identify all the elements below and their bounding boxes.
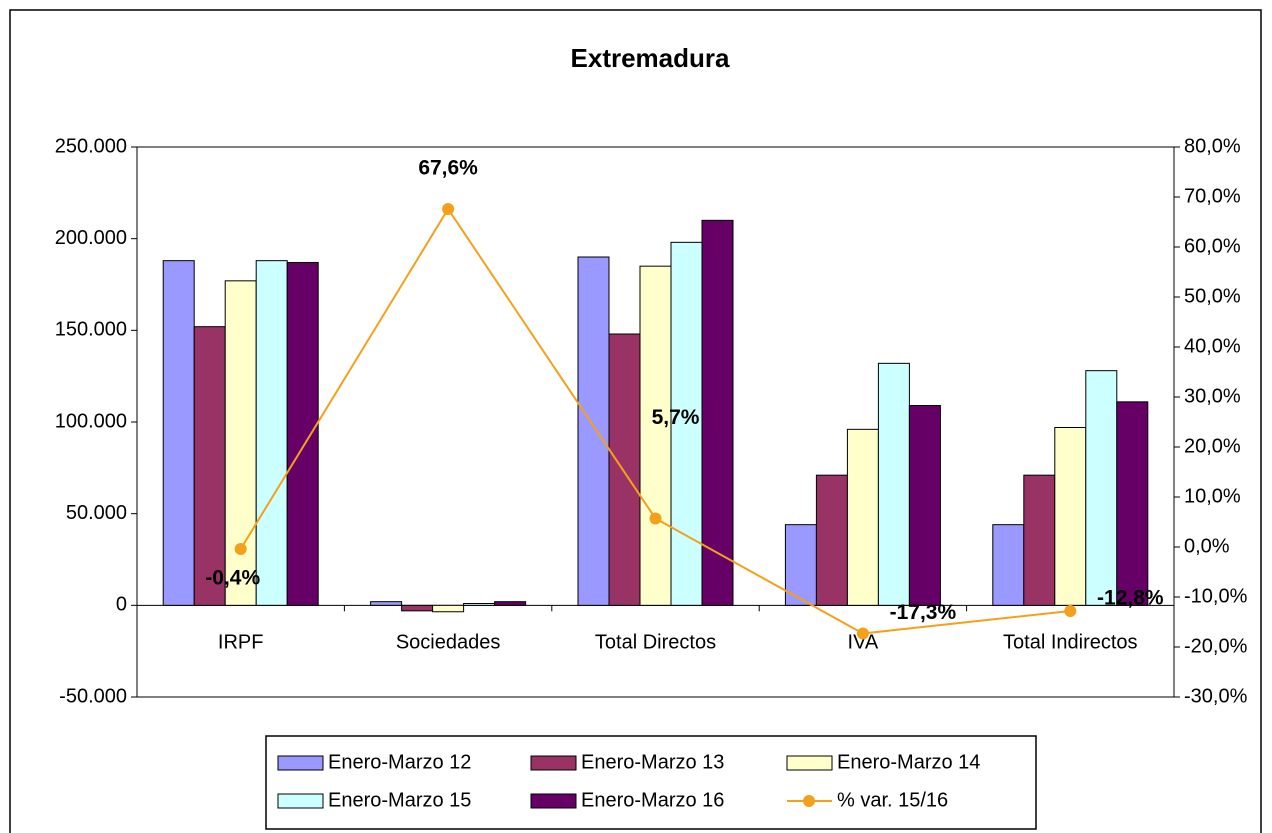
y2-tick-label: 40,0% [1184,335,1241,357]
line-marker [856,627,869,640]
legend-swatch [277,793,324,809]
x-tick-label: Total Directos [595,632,716,654]
bar [193,326,226,606]
legend-swatch [277,755,324,771]
y2-tick-label: -20,0% [1184,635,1248,657]
legend-label: Enero-Marzo 12 [328,751,471,773]
line-marker [649,512,662,525]
bar [1054,427,1087,606]
bar [815,474,848,606]
y-tick-label: 250.000 [55,135,127,157]
bar [370,601,403,606]
y-tick-label: 0 [116,594,127,616]
data-label: 67,6% [418,157,478,180]
bar [846,428,879,606]
bar [286,262,319,606]
data-label: -12,8% [1097,587,1164,610]
y2-tick-label: 60,0% [1184,235,1241,257]
y-tick-label: -50.000 [59,685,127,707]
line-marker [1064,605,1077,617]
legend-marker [803,795,815,807]
x-tick-label: IRPF [218,632,264,654]
legend-swatch [530,755,577,771]
legend-label: Enero-Marzo 13 [581,751,724,773]
legend-label: Enero-Marzo 15 [328,789,471,811]
x-tick-label: Total Indirectos [1003,632,1138,654]
legend-swatch [786,755,833,771]
bar [1085,370,1118,606]
y-tick-label: 50.000 [66,502,127,524]
y2-tick-label: -30,0% [1184,685,1248,707]
y2-tick-label: 50,0% [1184,285,1241,307]
y2-tick-label: 30,0% [1184,385,1241,407]
bar [224,280,257,606]
bar [577,256,610,606]
bar [908,405,941,606]
bar [670,241,703,606]
legend-label: % var. 15/16 [837,789,948,811]
legend-swatch [530,793,577,809]
bar [1023,474,1056,606]
y2-tick-label: 0,0% [1184,535,1230,557]
bar [463,603,496,606]
bar [639,265,672,606]
line-marker [442,203,455,215]
bar [992,524,1025,606]
legend-label: Enero-Marzo 14 [837,751,980,773]
bar [701,219,734,606]
y-tick-label: 150.000 [55,319,127,341]
y-tick-label: 100.000 [55,410,127,432]
x-tick-label: IVA [848,632,879,654]
legend-label: Enero-Marzo 16 [581,789,724,811]
bar [162,260,195,606]
bar [608,333,641,606]
y2-tick-label: 70,0% [1184,185,1241,207]
bar [432,604,465,613]
bar [1116,401,1149,606]
bar [877,362,910,606]
y2-tick-label: 80,0% [1184,135,1241,157]
data-label: -0,4% [205,567,260,590]
bar [494,601,527,606]
y2-tick-label: 10,0% [1184,485,1241,507]
data-label: 5,7% [652,406,700,429]
bar [784,524,817,606]
x-tick-label: Sociedades [396,632,501,654]
bar [255,260,288,606]
y2-tick-label: 20,0% [1184,435,1241,457]
line-marker [234,543,247,555]
y-tick-label: 200.000 [55,227,127,249]
legend [265,735,1037,830]
chart-title: Extremadura [571,43,730,73]
data-label: -17,3% [890,601,957,624]
y2-tick-label: -10,0% [1184,585,1248,607]
bar [401,604,434,612]
